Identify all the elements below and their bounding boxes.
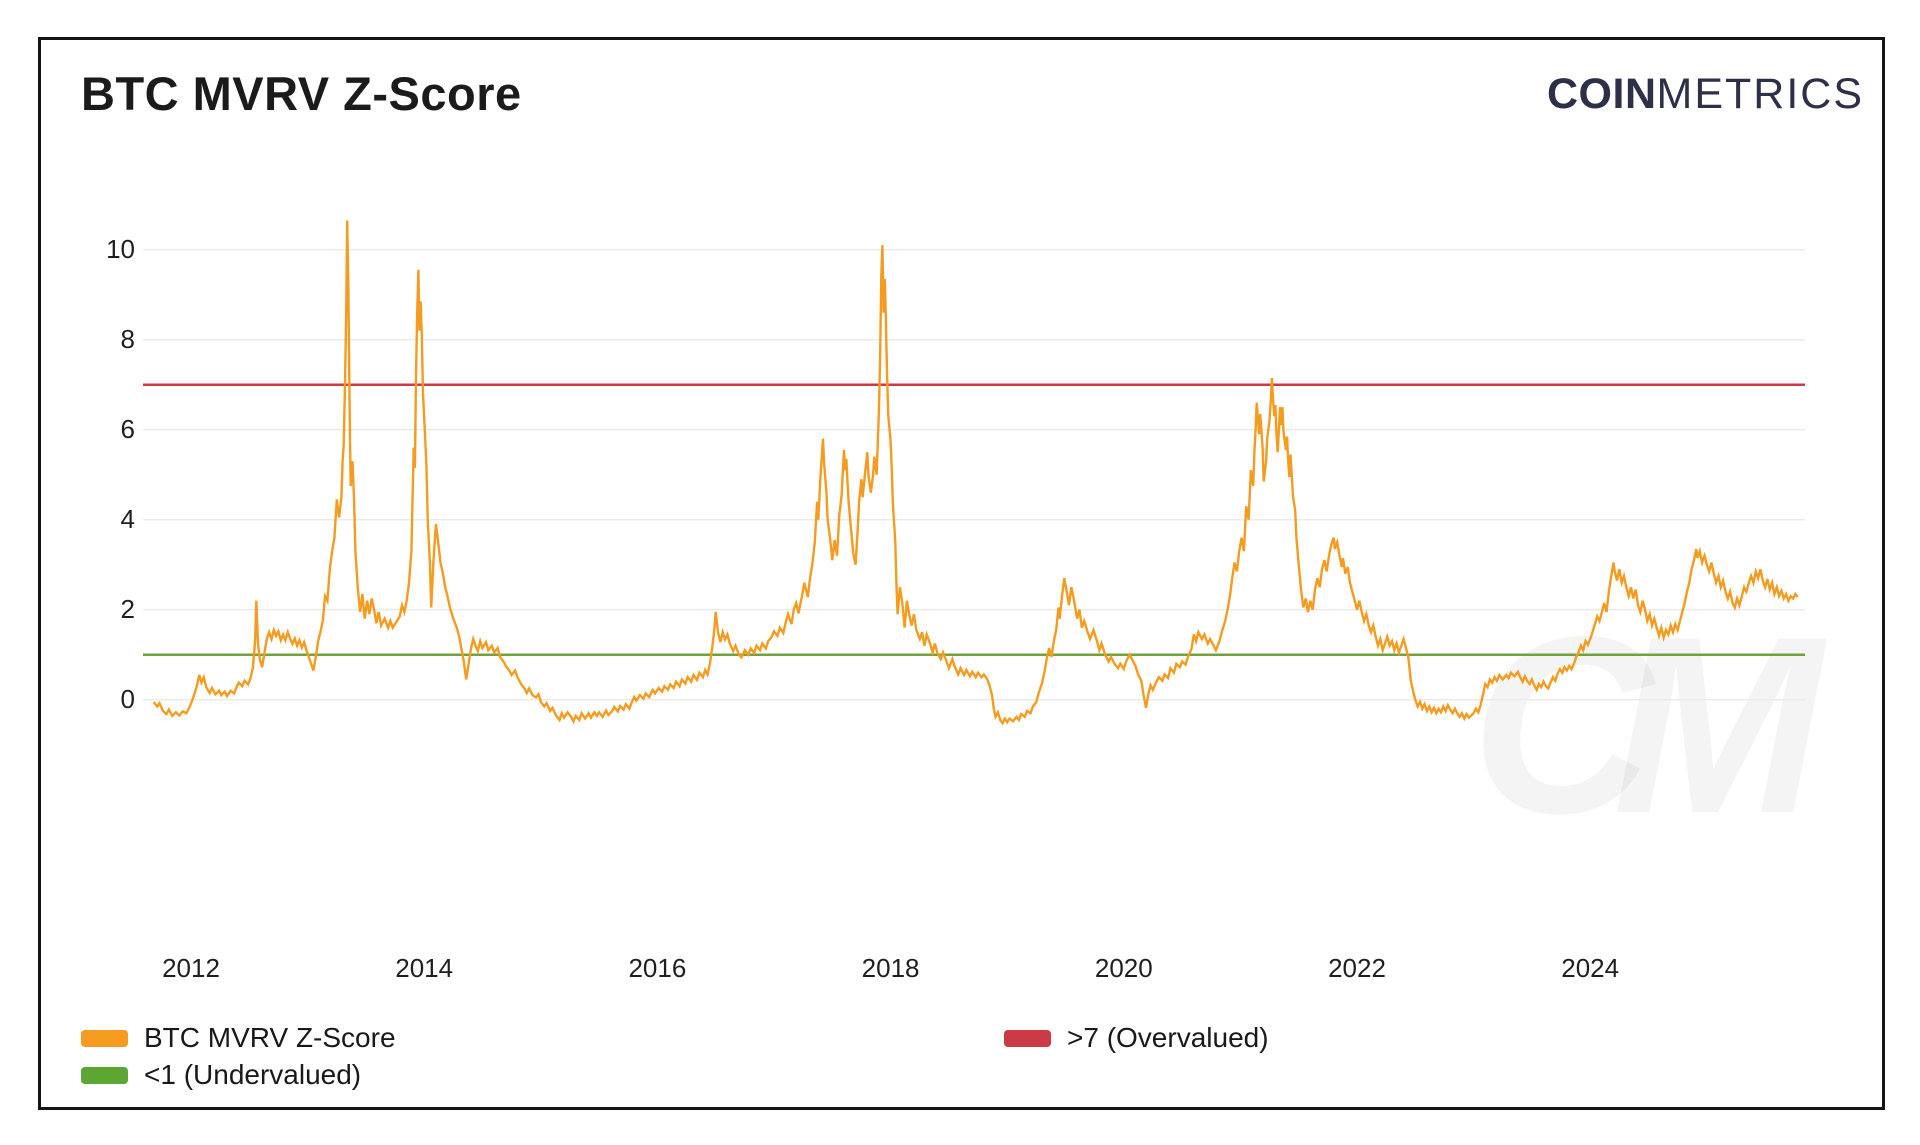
- x-tick-label-2016: 2016: [628, 953, 687, 983]
- chart-title: BTC MVRV Z-Score: [81, 67, 522, 120]
- coinmetrics-watermark: CM: [1471, 600, 1823, 852]
- legend-label-btc-mvrv: BTC MVRV Z-Score: [144, 1022, 396, 1053]
- y-tick-label-0: 0: [120, 683, 135, 714]
- legend-swatch-undervalued: [81, 1066, 128, 1084]
- x-tick-label-2018: 2018: [861, 953, 920, 983]
- legend-label-undervalued: <1 (Undervalued): [144, 1059, 362, 1090]
- y-tick-label-10: 10: [106, 233, 135, 264]
- logo-metrics-text: METRICS: [1656, 70, 1864, 118]
- x-tick-label-2020: 2020: [1094, 953, 1153, 983]
- legend-item-undervalued: <1 (Undervalued): [81, 1059, 361, 1091]
- legend-item-btc: BTC MVRV Z-Score: [81, 1022, 396, 1054]
- legend-swatch-btc-mvrv: [81, 1029, 128, 1047]
- logo-coin-text: COIN: [1547, 70, 1657, 118]
- btc-mvrv-series-line: [152, 220, 1799, 726]
- legend-label-overvalued: >7 (Overvalued): [1067, 1022, 1269, 1053]
- y-tick-label-2: 2: [120, 593, 135, 624]
- x-tick-label-2024: 2024: [1561, 953, 1620, 983]
- x-tick-label-2012: 2012: [162, 953, 220, 983]
- x-tick-label-2014: 2014: [395, 953, 454, 983]
- mvrv-line-chart: [143, 220, 1805, 726]
- coinmetrics-logo: COINMETRICS: [1547, 70, 1864, 119]
- legend-swatch-overvalued: [1004, 1029, 1051, 1047]
- y-tick-label-4: 4: [120, 503, 135, 534]
- legend-item-overvalued: >7 (Overvalued): [1004, 1022, 1269, 1054]
- x-tick-label-2022: 2022: [1328, 953, 1386, 983]
- chart-card: BTC MVRV Z-Score COINMETRICS CM 1086420 …: [38, 37, 1885, 1110]
- y-tick-label-6: 6: [120, 413, 135, 444]
- y-tick-label-8: 8: [120, 323, 135, 354]
